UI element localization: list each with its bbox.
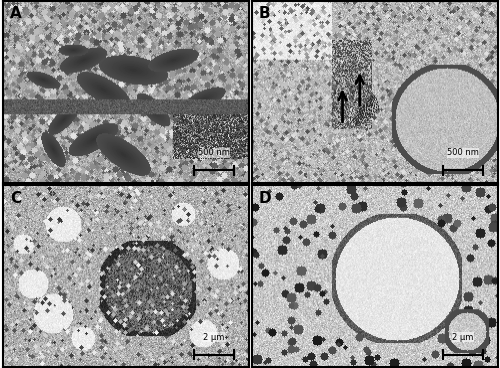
Text: 500 nm: 500 nm: [198, 148, 230, 158]
Text: 2 μm: 2 μm: [452, 333, 473, 342]
Text: B: B: [259, 6, 270, 21]
Text: C: C: [10, 191, 21, 206]
Text: 2 μm: 2 μm: [204, 333, 225, 342]
Text: A: A: [10, 6, 22, 21]
Text: D: D: [259, 191, 272, 206]
Text: 500 nm: 500 nm: [447, 148, 479, 158]
